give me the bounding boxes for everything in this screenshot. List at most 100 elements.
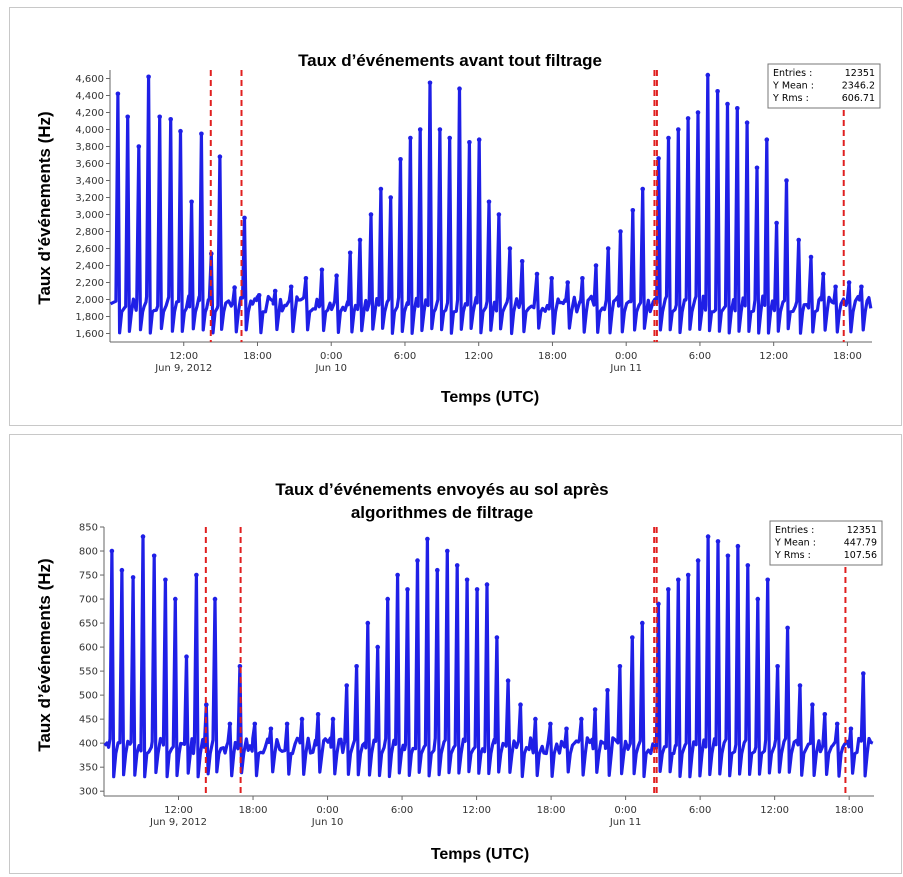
stat-value: 107.56 (844, 550, 877, 561)
y-tick-label: 350 (79, 763, 98, 774)
data-point (486, 199, 492, 205)
data-point (163, 577, 168, 583)
data-point (178, 128, 183, 134)
data-point (564, 726, 569, 732)
data-point (284, 721, 290, 727)
x-tick-label: 18:00 (833, 351, 862, 362)
data-point (385, 596, 391, 602)
x-tick-label: 0:00 (320, 351, 342, 362)
data-point (808, 254, 814, 260)
data-point (146, 74, 151, 80)
data-point (725, 553, 731, 559)
data-point (810, 702, 815, 707)
data-point (242, 215, 247, 221)
data-point (437, 127, 443, 132)
marker-lines (204, 527, 847, 796)
y-tick-label: 400 (79, 739, 98, 750)
data-point (593, 263, 599, 268)
data-point (715, 539, 721, 544)
x-tick-label: 0:00 (615, 351, 637, 362)
data-point (365, 620, 371, 626)
data-point (755, 596, 761, 602)
y-tick-label: 2,000 (75, 295, 104, 306)
data-point (354, 664, 359, 669)
data-point (464, 577, 470, 583)
data-point (232, 285, 237, 290)
data-point (395, 572, 400, 578)
data-point (398, 157, 403, 162)
data-point (519, 259, 525, 264)
data-point (640, 620, 645, 626)
data-point (565, 280, 570, 285)
data-point (666, 587, 671, 592)
y-tick-label: 3,600 (75, 159, 104, 170)
stat-label: Entries : (775, 525, 814, 536)
data-point (425, 536, 430, 542)
data-point (227, 721, 233, 727)
x-tick-sublabel: Jun 10 (314, 363, 347, 374)
data-point (405, 587, 410, 592)
y-tick-label: 850 (79, 523, 98, 534)
x-tick-sublabel: Jun 11 (609, 363, 642, 374)
data-point (427, 80, 433, 86)
data-point (189, 199, 194, 205)
series-line (103, 535, 874, 779)
data-point (861, 671, 866, 676)
data-point (454, 563, 460, 568)
stat-label: Entries : (773, 68, 812, 79)
data-point (685, 116, 691, 121)
data-point (184, 654, 189, 659)
data-point (330, 716, 336, 722)
x-axis-label: Temps (UTC) (431, 846, 529, 863)
stat-label: Y Rms : (772, 93, 809, 104)
x-tick-label: 0:00 (316, 805, 338, 816)
y-tick-label: 3,800 (75, 142, 104, 153)
y-tick-label: 700 (79, 595, 98, 606)
data-point (725, 101, 730, 107)
x-tick-sublabel: Jun 11 (609, 817, 642, 828)
data-point (417, 127, 423, 132)
data-point (617, 664, 623, 669)
data-point (592, 707, 598, 712)
data-point (695, 110, 701, 115)
x-axis-label: Temps (UTC) (441, 389, 539, 406)
data-point (579, 716, 584, 722)
data-point (315, 712, 321, 717)
data-point (676, 127, 681, 132)
data-point (344, 683, 350, 688)
series-line (109, 73, 873, 336)
data-point (754, 165, 760, 171)
data-point (484, 582, 490, 587)
data-point (496, 212, 502, 217)
x-tick-label: 6:00 (689, 351, 711, 362)
data-point (656, 156, 661, 161)
data-point (288, 284, 294, 290)
x-tick-sublabel: Jun 10 (311, 817, 344, 828)
data-point (357, 237, 363, 243)
data-point (334, 273, 339, 279)
data-point (705, 72, 711, 78)
data-point (548, 721, 553, 727)
data-point (212, 596, 218, 602)
data-point (848, 726, 854, 732)
data-point (252, 721, 258, 727)
x-tick-label: 0:00 (614, 805, 636, 816)
stats-box-frame (769, 520, 883, 566)
stat-value: 12351 (845, 68, 875, 79)
y-tick-label: 3,400 (75, 176, 104, 187)
x-tick-label: 12:00 (760, 805, 789, 816)
data-point (415, 558, 420, 563)
data-point (368, 212, 374, 217)
chart-top: Taux d’événements avant tout filtrage Ta… (35, 51, 881, 406)
chart-title-line2: algorithmes de filtrage (351, 503, 533, 522)
data-series (103, 534, 874, 779)
data-point (447, 135, 453, 141)
marker-lines (209, 70, 845, 342)
y-tick-label: 3,000 (75, 210, 104, 221)
data-point (580, 276, 585, 281)
data-point (705, 534, 711, 539)
data-point (445, 548, 450, 554)
y-tick-label: 800 (79, 547, 98, 558)
stats-box-frame (767, 63, 881, 109)
data-point (388, 195, 394, 200)
